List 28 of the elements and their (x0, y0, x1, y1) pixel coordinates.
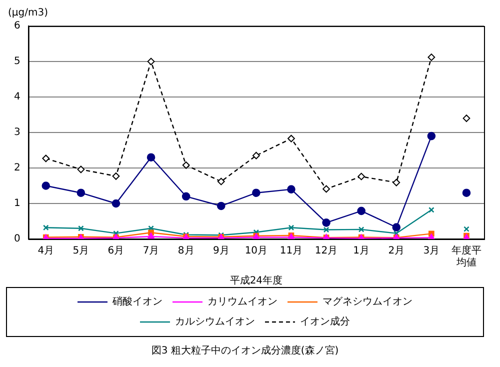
x-tick-label: 4月 (38, 246, 54, 257)
x-tick-label: 9月 (212, 246, 230, 257)
x-tick-label: 11月 (280, 246, 303, 257)
x-tick-label: 8月 (178, 246, 194, 257)
legend-label: マグネシウムイオン (322, 296, 412, 308)
x-tick-label: 5月 (72, 246, 90, 257)
legend-label: イオン成分 (300, 316, 350, 328)
legend-label: カルシウムイオン (175, 316, 255, 328)
y-tick-label: 4 (14, 92, 20, 103)
y-axis-title: (μg/m3) (8, 8, 48, 19)
x-tick-label: 10月 (244, 246, 268, 257)
x-tick-label: 年度平均値 (451, 244, 482, 269)
x-tick-label: 1月 (353, 246, 370, 257)
x-tick-label: 2月 (388, 246, 405, 257)
x-tick-label: 12月 (314, 246, 338, 257)
y-tick-label: 5 (14, 56, 20, 68)
legend-label: カリウムイオン (208, 296, 278, 308)
y-tick-label: 2 (14, 162, 20, 174)
x-tick-label: 7月 (142, 246, 160, 257)
x-tick-label: 6月 (108, 246, 124, 257)
x-axis-title: 平成24年度 (230, 274, 283, 287)
y-tick-label: 1 (14, 198, 20, 210)
y-tick-label: 0 (14, 234, 20, 245)
y-tick-label: 3 (14, 127, 20, 138)
legend-label: 硝酸イオン (112, 296, 162, 308)
y-tick-label: 6 (14, 20, 20, 32)
x-tick-label: 3月 (423, 246, 440, 257)
text: 図3 粗大粒子中のイオン成分濃度(森ノ宮) (151, 344, 339, 357)
